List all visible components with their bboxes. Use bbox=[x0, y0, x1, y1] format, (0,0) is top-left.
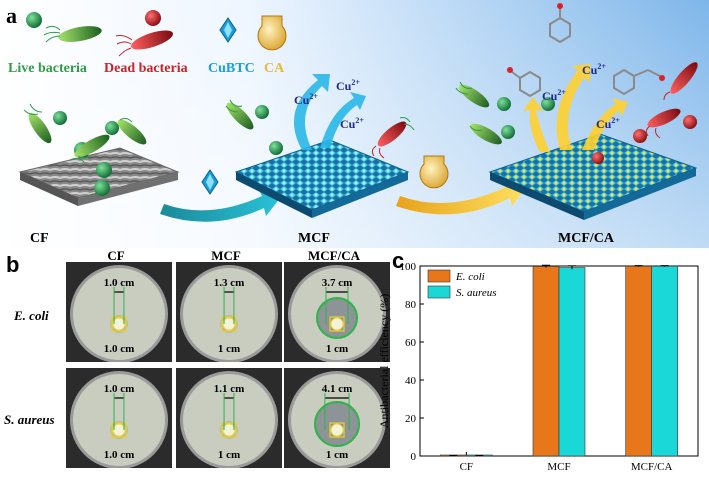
disc-frame bbox=[111, 316, 127, 332]
cubtc-crystal-icon bbox=[201, 169, 219, 195]
bar bbox=[532, 266, 560, 457]
bar bbox=[651, 265, 678, 457]
y-axis-title: Antibacterial efficiency (%) bbox=[377, 294, 391, 428]
cf-label: CF bbox=[30, 231, 49, 246]
column-header-mcf: MCF bbox=[211, 248, 241, 263]
legend-swatch bbox=[427, 285, 451, 299]
x-tick-label: MCF/CA bbox=[631, 461, 673, 473]
mcf-ion-1: Cu2+ bbox=[294, 92, 318, 107]
y-tick-label: 100 bbox=[400, 261, 417, 273]
legend-cubtc-icon bbox=[219, 17, 237, 43]
agar-plate: 3.7 cm 1 cm bbox=[284, 262, 390, 362]
legend-ca-drop-icon bbox=[257, 15, 287, 51]
legend-label: S. aureus bbox=[456, 287, 497, 299]
ca-molecule-icon bbox=[507, 3, 665, 98]
disc-diameter-label: 1.0 cm bbox=[104, 449, 135, 461]
ca-arrow bbox=[396, 178, 526, 215]
legend-label: E. coli bbox=[455, 271, 485, 283]
fabric-disc bbox=[112, 317, 126, 331]
cubtc-arrow bbox=[160, 188, 280, 222]
agar-lawn bbox=[183, 374, 275, 466]
legend-live-bacteria-icon bbox=[26, 12, 102, 43]
disc-frame bbox=[329, 316, 345, 332]
column-header-mcfca: MCF/CA bbox=[308, 248, 360, 263]
bar bbox=[558, 267, 586, 457]
legend-live-label: Live bacteria bbox=[8, 61, 87, 76]
disc-frame bbox=[221, 316, 237, 332]
ca-drop-icon bbox=[419, 155, 449, 189]
bar bbox=[625, 265, 652, 457]
mcf-fabric bbox=[225, 99, 415, 218]
y-tick-label: 80 bbox=[405, 299, 417, 311]
y-tick-label: 60 bbox=[405, 337, 417, 349]
disc-diameter-label: 1 cm bbox=[326, 343, 348, 355]
mcfca-ion-3: Cu2+ bbox=[596, 116, 620, 131]
row-header-ecoli: E. coli bbox=[14, 308, 49, 323]
disc-frame bbox=[111, 422, 127, 438]
zone-diameter-label: 1.0 cm bbox=[104, 277, 135, 289]
disc-diameter-label: 1 cm bbox=[218, 343, 240, 355]
fabric-disc bbox=[330, 317, 344, 331]
disc-diameter-label: 1 cm bbox=[326, 449, 348, 461]
agar-plate: 1.0 cm 1.0 cm bbox=[66, 262, 172, 362]
y-tick-label: 40 bbox=[405, 375, 417, 387]
panel-a-letter: a bbox=[6, 3, 17, 28]
legend-swatch bbox=[427, 269, 451, 283]
zone-diameter-label: 4.1 cm bbox=[322, 383, 353, 395]
legend-dead-bacteria-icon bbox=[115, 10, 174, 57]
panel-c-letter: c bbox=[392, 248, 405, 273]
disc-frame bbox=[221, 422, 237, 438]
fabric-disc bbox=[330, 423, 344, 437]
agar-lawn bbox=[73, 268, 165, 360]
zone-diameter-label: 1.0 cm bbox=[104, 383, 135, 395]
agar-lawn bbox=[73, 374, 165, 466]
legend-cubtc-label: CuBTC bbox=[208, 61, 255, 76]
fabric-disc bbox=[222, 317, 236, 331]
disc-diameter-label: 1.0 cm bbox=[104, 343, 135, 355]
x-tick-label: CF bbox=[460, 461, 473, 473]
agar-plate: 1.1 cm 1 cm bbox=[176, 368, 282, 468]
mcfca-ion-1: Cu2+ bbox=[582, 62, 606, 77]
panel-b-letter: b bbox=[6, 252, 20, 277]
mcf-ion-2: Cu2+ bbox=[336, 78, 360, 93]
fabric-disc bbox=[112, 423, 126, 437]
agar-plate: 1.0 cm 1.0 cm bbox=[66, 368, 172, 468]
mcfca-ion-2: Cu2+ bbox=[542, 88, 566, 103]
legend-dead-label: Dead bacteria bbox=[104, 61, 188, 76]
mcfca-label: MCF/CA bbox=[558, 231, 615, 246]
x-tick-label: MCF bbox=[547, 461, 570, 473]
schematic-panel: a Live bacteria Dead bacteria CuBTC CA C… bbox=[0, 0, 709, 248]
mcf-ion-3: Cu2+ bbox=[340, 116, 364, 131]
ca-release-arrows bbox=[523, 64, 628, 152]
legend-ca-label: CA bbox=[264, 61, 285, 76]
ion-release-arrows bbox=[293, 74, 366, 150]
disc-diameter-label: 1 cm bbox=[218, 449, 240, 461]
column-header-cf: CF bbox=[107, 248, 125, 263]
y-tick-label: 0 bbox=[411, 451, 417, 463]
zone-diameter-label: 1.3 cm bbox=[214, 277, 245, 289]
zone-diameter-label: 1.1 cm bbox=[214, 383, 245, 395]
mcf-label: MCF bbox=[298, 231, 330, 246]
fabric-disc bbox=[222, 423, 236, 437]
agar-plate: 4.1 cm 1 cm bbox=[284, 368, 390, 468]
antibacterial-efficiency-chart: 0 20 40 60 80 100 Antibacterial efficiency (%)… bbox=[372, 250, 709, 474]
mcfca-fabric bbox=[455, 62, 698, 220]
zone-diameter-label: 3.7 cm bbox=[322, 277, 353, 289]
cf-fabric bbox=[18, 103, 180, 206]
agar-plate: 1.3 cm 1 cm bbox=[176, 262, 282, 362]
disc-frame bbox=[329, 422, 345, 438]
chart-canvas: 0 20 40 60 80 100 Antibacterial efficiency (%)… bbox=[377, 261, 699, 473]
agar-lawn bbox=[183, 268, 275, 360]
y-tick-label: 20 bbox=[405, 413, 417, 425]
row-header-saureus: S. aureus bbox=[4, 412, 55, 427]
